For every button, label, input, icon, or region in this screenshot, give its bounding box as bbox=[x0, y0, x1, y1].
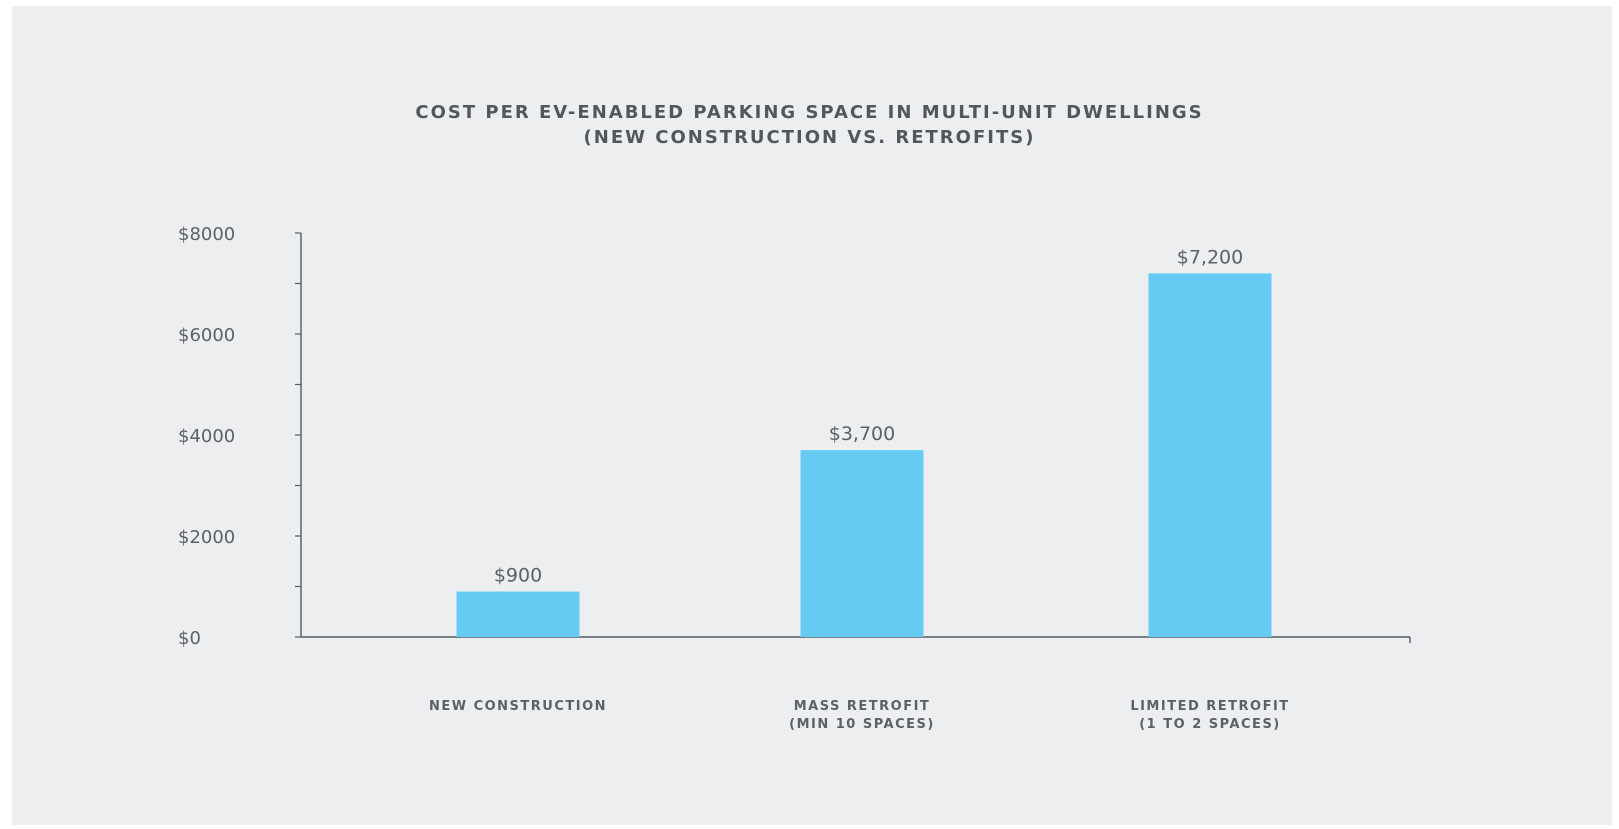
x-axis-category-label: (MIN 10 SPACES) bbox=[789, 717, 935, 732]
chart-title-line-2: (NEW CONSTRUCTION VS. RETROFITS) bbox=[583, 127, 1036, 148]
bar bbox=[800, 450, 924, 637]
data-label: $3,700 bbox=[829, 423, 895, 445]
data-label: $900 bbox=[494, 565, 542, 587]
chart-title: COST PER EV-ENABLED PARKING SPACE IN MUL… bbox=[0, 100, 1619, 150]
x-axis-category-label: LIMITED RETROFIT bbox=[1130, 699, 1289, 714]
category-labels: NEW CONSTRUCTION MASS RETROFIT (MIN 10 SPA… bbox=[429, 699, 1289, 732]
bar bbox=[1148, 273, 1272, 637]
bars bbox=[456, 273, 1272, 637]
data-labels: $900 $3,700 $7,200 bbox=[494, 246, 1243, 586]
chart-title-line-1: COST PER EV-ENABLED PARKING SPACE IN MUL… bbox=[415, 102, 1204, 123]
x-axis-category-label: MASS RETROFIT bbox=[794, 699, 931, 714]
y-axis-tick-label: $8000 bbox=[178, 224, 235, 245]
y-axis-tick-label: $2000 bbox=[178, 527, 235, 548]
y-axis-tick-label: $0 bbox=[178, 628, 201, 649]
x-axis-category-label: NEW CONSTRUCTION bbox=[429, 699, 607, 714]
data-label: $7,200 bbox=[1177, 246, 1243, 268]
chart-panel bbox=[12, 6, 1612, 825]
y-axis-tick-label: $4000 bbox=[178, 426, 235, 447]
x-axis-category-label: (1 TO 2 SPACES) bbox=[1139, 717, 1281, 732]
y-axis-tick-label: $6000 bbox=[178, 325, 235, 346]
bar bbox=[456, 591, 580, 637]
y-axis-ticks: $0 $2000 $4000 $6000 $8000 bbox=[178, 224, 301, 649]
